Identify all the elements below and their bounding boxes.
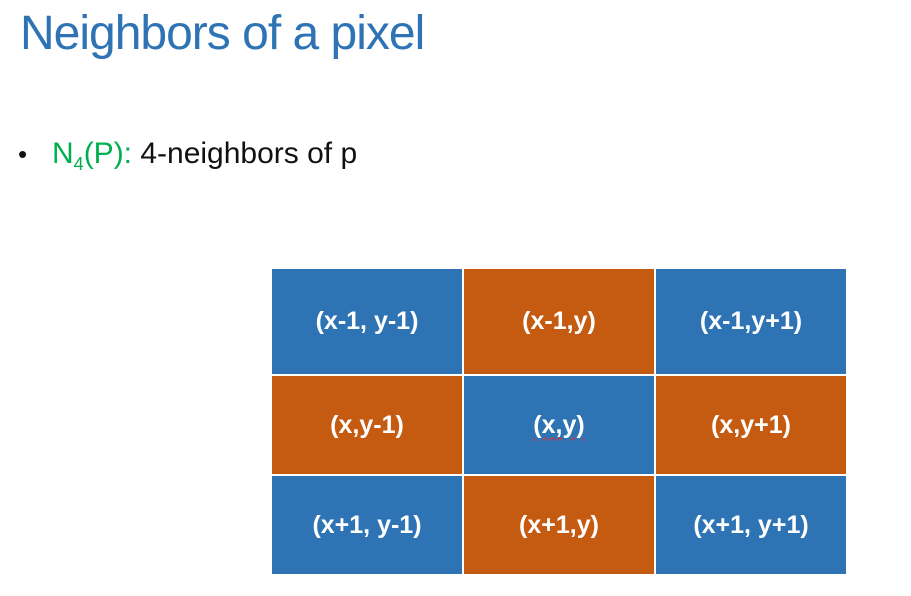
bullet-text: 4-neighbors of p [132,137,358,170]
grid-cell-top-left: (x-1, y-1) [270,267,464,376]
grid-row: (x+1, y-1) (x+1,y) (x+1, y+1) [270,474,848,576]
grid-cell-top-right: (x-1,y+1) [654,267,848,376]
grid-cell-bottom-left: (x+1, y-1) [270,474,464,576]
grid-cell-bottom-right: (x+1, y+1) [654,474,848,576]
grid-cell-top-center: (x-1,y) [462,267,656,376]
grid-cell-center: (x,y) [462,374,656,476]
grid-cell-middle-right: (x,y+1) [654,374,848,476]
neighbor-term: N4(P): [52,137,133,173]
bullet-dot-icon: • [18,139,28,169]
term-rest: (P): [83,137,133,170]
grid-cell-middle-left: (x,y-1) [270,374,464,476]
slide-title: Neighbors of a pixel [20,7,425,60]
bullet-item: • N4(P): 4-neighbors of p [18,134,357,174]
grid-row: (x-1, y-1) (x-1,y) (x-1,y+1) [270,267,848,376]
center-cell-label: (x,y) [533,410,585,439]
grid-cell-bottom-center: (x+1,y) [462,474,656,576]
neighbor-grid: (x-1, y-1) (x-1,y) (x-1,y+1) (x,y-1) (x,… [270,267,848,576]
term-subscript: 4 [73,154,84,174]
term-main: N [52,137,74,170]
grid-row: (x,y-1) (x,y) (x,y+1) [270,374,848,476]
